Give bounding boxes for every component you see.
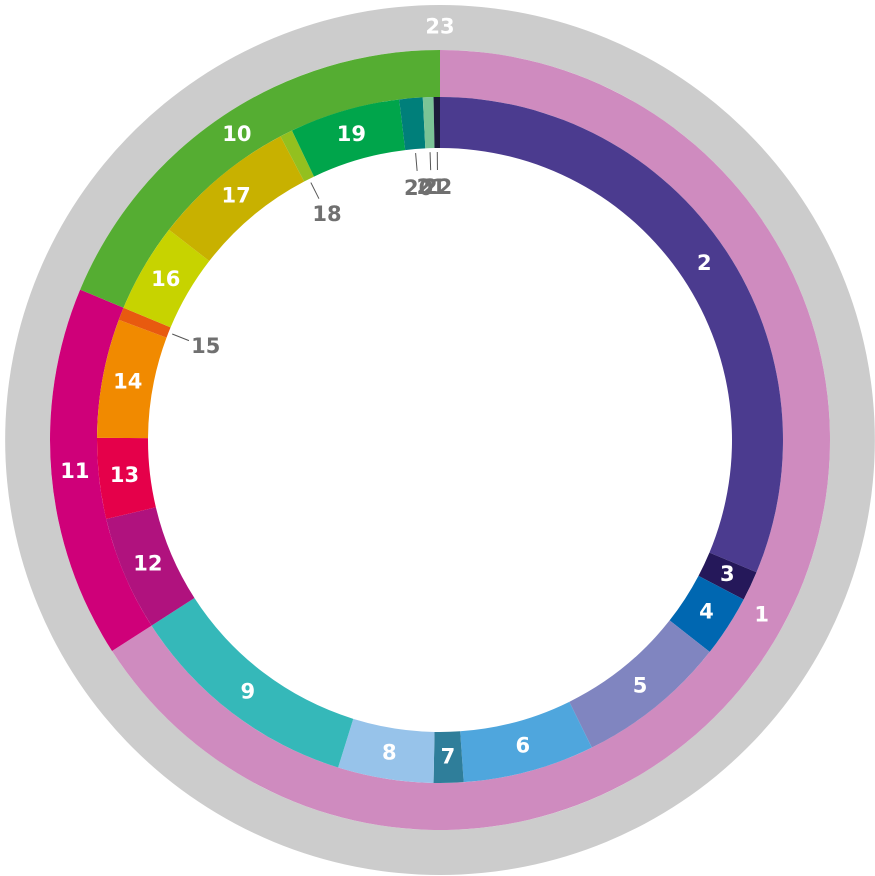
- segment: [49, 289, 152, 652]
- segment-label: 8: [382, 740, 397, 764]
- segment-label: 17: [221, 184, 250, 208]
- segment: [80, 50, 441, 308]
- segment-label: 12: [133, 551, 162, 575]
- segment-label: 23: [425, 15, 454, 39]
- segment: [97, 319, 167, 439]
- segment: [399, 97, 426, 151]
- label-arrow: [172, 333, 190, 342]
- segment-label: 3: [720, 562, 735, 586]
- segment-label: 2: [697, 251, 712, 275]
- segment-label: 20: [404, 176, 433, 200]
- segment-label: 21: [417, 175, 446, 199]
- segment: [433, 97, 440, 149]
- segment: [569, 620, 710, 748]
- segment-label: 10: [222, 122, 251, 146]
- segment-label: 7: [441, 744, 456, 768]
- segment-label: 11: [60, 459, 89, 483]
- segment: [338, 718, 435, 783]
- segment: [151, 598, 354, 768]
- segment-label: 5: [633, 674, 648, 698]
- segment: [440, 97, 783, 573]
- segment-label: 4: [699, 600, 714, 624]
- segment: [669, 575, 744, 652]
- segment: [460, 701, 592, 783]
- label-arrow: [415, 152, 418, 172]
- segment-label: 22: [423, 175, 452, 199]
- segment-label: 1: [754, 603, 769, 627]
- segment: [168, 136, 305, 262]
- segment: [292, 99, 406, 177]
- label-arrow: [310, 182, 320, 199]
- segment-label: 16: [151, 267, 180, 291]
- segment-label: 9: [240, 680, 255, 704]
- segment-label: 14: [113, 369, 142, 393]
- segment-label: 18: [312, 202, 341, 226]
- segment: [106, 507, 195, 626]
- label-arrow: [429, 152, 432, 171]
- segment-label: 6: [516, 734, 531, 758]
- segment: [123, 229, 210, 328]
- segment: [433, 731, 464, 783]
- segment: [698, 552, 757, 600]
- segment-label: 19: [337, 122, 366, 146]
- segment: [96, 437, 156, 520]
- segment-label: 13: [110, 463, 139, 487]
- segment: [280, 130, 315, 182]
- segment: [118, 307, 171, 338]
- segment: [422, 97, 435, 149]
- segment-label: 15: [191, 334, 220, 358]
